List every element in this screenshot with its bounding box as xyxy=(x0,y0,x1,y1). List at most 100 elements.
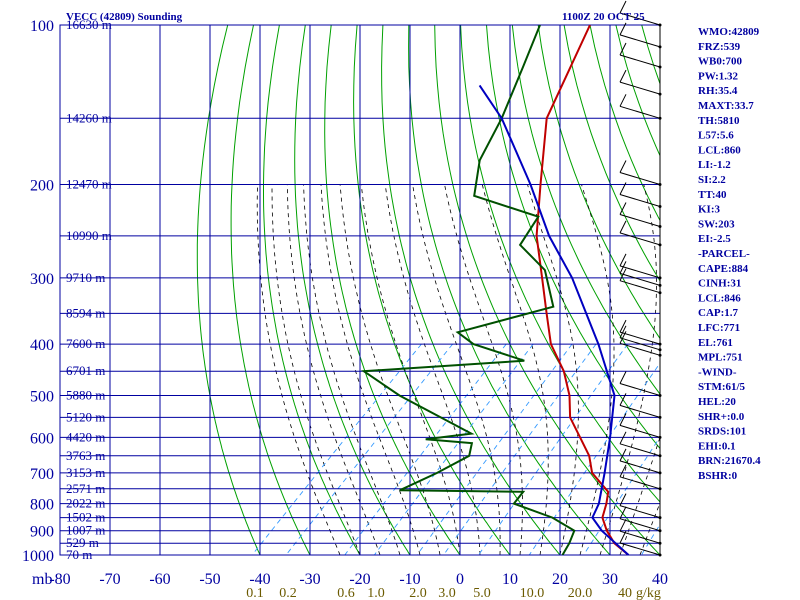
height-label: 4420 m xyxy=(66,429,105,444)
index-item: SRDS:101 xyxy=(698,426,746,438)
pressure-tick-label: 800 xyxy=(30,497,54,514)
moist-adiabat-line xyxy=(286,184,381,555)
index-item: TH:5810 xyxy=(698,115,740,127)
temperature-tick-label: 40 xyxy=(652,571,668,588)
height-label: 2022 m xyxy=(66,496,105,511)
wind-barb-flag xyxy=(619,261,627,274)
mixing-ratio-label: 40 xyxy=(618,586,632,600)
mixing-ratio-label: 2.0 xyxy=(409,586,427,600)
index-item: LCL:846 xyxy=(698,292,741,304)
y-unit-label: g/kg xyxy=(636,586,661,600)
wind-barb-dot xyxy=(658,65,662,69)
height-label: 70 m xyxy=(66,547,92,562)
dry-adiabat-line xyxy=(408,25,611,555)
wind-barb-dot xyxy=(658,394,662,397)
wind-barb-dot xyxy=(658,205,662,208)
temperature-tick-label: 20 xyxy=(552,571,568,588)
index-item: CINH:31 xyxy=(698,278,741,290)
moist-adiabat-line xyxy=(320,184,421,555)
wind-barb xyxy=(619,460,661,474)
wind-barb-flag xyxy=(619,464,627,478)
wind-barb xyxy=(619,518,661,532)
wind-barb xyxy=(619,476,661,490)
wind-barb-dot xyxy=(658,243,662,247)
wind-barb xyxy=(619,81,661,95)
height-label: 1502 m xyxy=(66,510,105,525)
wind-barb xyxy=(619,342,661,356)
wind-barb xyxy=(619,105,661,119)
index-item: EHI:0.1 xyxy=(698,440,736,452)
wind-barb xyxy=(619,505,661,519)
dry-adiabat-line xyxy=(230,25,311,555)
dry-adiabat-line xyxy=(294,25,411,555)
mixing-ratio-label: 5.0 xyxy=(473,586,491,600)
index-item: MPL:751 xyxy=(698,352,743,364)
wind-barb xyxy=(619,265,661,279)
temperature-tick-label: -10 xyxy=(399,571,420,588)
sounding-traces xyxy=(360,25,630,555)
height-label: 529 m xyxy=(66,535,99,550)
index-item: -WIND- xyxy=(698,366,737,378)
height-label: 10990 m xyxy=(66,228,112,243)
wind-barb-flag xyxy=(619,448,627,462)
height-label: 14260 m xyxy=(66,110,112,125)
x-unit-label: mb xyxy=(32,571,52,588)
index-item: SI:2.2 xyxy=(698,174,726,186)
height-label: 12470 m xyxy=(66,177,112,192)
wind-barb-flag xyxy=(619,331,627,344)
wind-barb-flag xyxy=(619,268,627,281)
mixing-ratio-label: 1.0 xyxy=(367,586,385,600)
wind-barb-flag xyxy=(619,253,627,267)
moist-adiabat-line xyxy=(599,184,657,555)
temperature-trace xyxy=(535,25,630,555)
temperature-tick-label: -80 xyxy=(49,571,70,588)
index-item: HEL:20 xyxy=(698,396,736,408)
index-item: STM:61/5 xyxy=(698,381,746,393)
wind-barb-dot xyxy=(658,553,662,557)
temperature-tick-label: -50 xyxy=(199,571,220,588)
wind-barb xyxy=(619,272,661,286)
height-label: 5880 m xyxy=(66,388,105,403)
pressure-tick-label: 900 xyxy=(30,524,54,541)
wind-barb-dot xyxy=(658,92,662,96)
mixing-ratio-label: 3.0 xyxy=(438,586,456,600)
pressure-tick-label: 500 xyxy=(30,389,54,406)
index-item: WMO:42809 xyxy=(698,26,760,38)
dry-adiabat-line xyxy=(771,25,800,555)
index-item: RH:35.4 xyxy=(698,85,738,97)
height-label: 1007 m xyxy=(66,523,105,538)
height-label: 2571 m xyxy=(66,481,105,496)
wind-barb xyxy=(619,214,661,227)
wind-barb-flag xyxy=(619,182,627,195)
wind-barb-dot xyxy=(658,283,662,287)
index-item: LCL:860 xyxy=(698,144,741,156)
index-item: -PARCEL- xyxy=(698,248,750,260)
wind-barb-dot xyxy=(658,541,662,545)
index-item: LFC:771 xyxy=(698,322,740,334)
wind-barb-flag xyxy=(619,0,627,14)
height-label: 5120 m xyxy=(66,409,105,424)
temperature-tick-label: -20 xyxy=(349,571,370,588)
dry-adiabat-line xyxy=(196,25,261,555)
wind-barb-dot xyxy=(658,487,662,491)
wind-barbs xyxy=(619,0,662,557)
temperature-tick-label: -70 xyxy=(99,571,120,588)
mixing-ratio-line xyxy=(251,343,422,555)
wind-barb-dot xyxy=(658,183,662,186)
pressure-tick-label: 700 xyxy=(30,466,54,483)
wind-barb-flag xyxy=(619,160,627,173)
wind-barb xyxy=(619,34,661,48)
index-item: BSHR:0 xyxy=(698,470,738,482)
wind-barb-dot xyxy=(658,276,662,280)
moist-adiabat-line xyxy=(256,184,341,555)
wind-barb-dot xyxy=(658,291,662,295)
dewpoint-trace xyxy=(360,25,576,555)
mixing-ratio-label: 0.2 xyxy=(279,586,297,600)
wind-barb-flag xyxy=(619,94,627,107)
dry-adiabat-line xyxy=(460,25,660,503)
height-label: 3153 m xyxy=(66,465,105,480)
wind-barb xyxy=(619,542,661,556)
wind-barb-flag xyxy=(619,319,627,333)
wind-barb-dot xyxy=(658,348,662,352)
wind-barb-flag xyxy=(619,371,627,384)
